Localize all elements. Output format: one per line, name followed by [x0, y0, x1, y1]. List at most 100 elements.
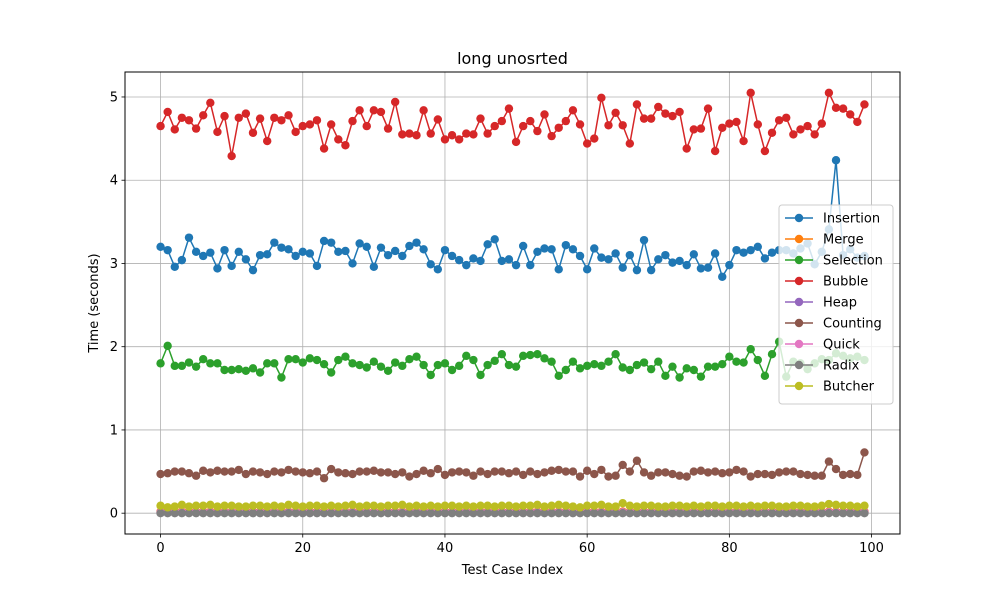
legend-label-heap: Heap — [823, 296, 857, 311]
data-point-bubble — [803, 121, 812, 131]
data-point-radix — [540, 508, 549, 518]
data-point-butcher — [753, 502, 762, 511]
data-point-butcher — [334, 502, 343, 511]
data-point-selection — [725, 352, 734, 361]
data-point-bubble — [284, 111, 293, 120]
data-point-selection — [319, 359, 329, 369]
data-point-counting — [326, 464, 336, 474]
data-point-counting — [156, 469, 165, 479]
data-point-bubble — [604, 121, 613, 130]
data-point-counting — [277, 468, 286, 477]
data-point-counting — [597, 465, 606, 475]
data-point-butcher — [696, 502, 706, 511]
data-point-bubble — [796, 125, 805, 134]
data-point-counting — [632, 456, 642, 465]
data-point-insertion — [369, 262, 379, 271]
data-point-bubble — [213, 127, 222, 137]
data-point-butcher — [298, 502, 307, 511]
data-point-insertion — [263, 250, 272, 259]
data-point-radix — [469, 508, 478, 518]
legend-box — [778, 204, 894, 405]
data-point-bubble — [675, 107, 684, 117]
data-point-counting — [526, 467, 535, 476]
data-point-insertion — [163, 245, 172, 255]
data-point-counting — [376, 468, 386, 477]
data-point-radix — [561, 508, 571, 518]
data-point-bubble — [490, 121, 499, 131]
data-point-butcher — [390, 501, 400, 510]
data-point-bubble — [511, 137, 521, 147]
data-point-bubble — [831, 103, 841, 112]
data-point-counting — [390, 469, 400, 479]
data-point-butcher — [234, 502, 243, 511]
data-point-selection — [227, 365, 236, 375]
data-point-insertion — [618, 263, 627, 272]
legend-swatch-marker — [794, 213, 804, 223]
data-point-counting — [518, 470, 528, 480]
data-point-insertion — [675, 256, 684, 266]
data-point-insertion — [277, 243, 286, 252]
data-point-radix — [483, 508, 492, 518]
data-point-bubble — [540, 110, 549, 119]
data-point-bubble — [526, 116, 535, 126]
data-point-insertion — [518, 241, 528, 251]
data-point-radix — [398, 508, 407, 518]
data-point-radix — [462, 508, 471, 518]
data-point-counting — [447, 468, 457, 477]
data-point-radix — [611, 508, 620, 518]
data-point-selection — [511, 362, 521, 371]
data-point-counting — [568, 467, 578, 476]
data-point-insertion — [490, 235, 499, 244]
data-point-counting — [163, 469, 172, 478]
data-point-radix — [639, 508, 649, 518]
data-point-counting — [305, 469, 315, 478]
data-point-selection — [433, 360, 443, 370]
data-point-radix — [312, 508, 322, 518]
data-point-butcher — [184, 502, 194, 511]
data-point-butcher — [191, 501, 201, 510]
data-point-insertion — [362, 242, 371, 252]
data-point-bubble — [390, 97, 400, 107]
data-point-counting — [668, 469, 677, 479]
data-point-counting — [689, 467, 699, 476]
data-point-bubble — [263, 136, 272, 146]
data-point-radix — [234, 508, 243, 518]
data-point-selection — [675, 373, 684, 382]
data-point-selection — [355, 360, 364, 370]
data-point-butcher — [369, 501, 379, 510]
data-point-selection — [419, 360, 428, 370]
data-point-bubble — [199, 111, 208, 120]
data-point-selection — [533, 349, 542, 359]
data-point-radix — [568, 508, 578, 518]
data-point-selection — [760, 371, 770, 381]
data-point-selection — [625, 365, 635, 375]
data-point-radix — [440, 508, 450, 518]
data-point-insertion — [732, 245, 741, 255]
data-point-selection — [504, 360, 514, 370]
data-point-insertion — [469, 254, 478, 263]
data-point-insertion — [206, 248, 215, 257]
data-point-insertion — [348, 259, 357, 268]
data-point-bubble — [241, 109, 251, 118]
data-point-counting — [575, 472, 585, 481]
data-point-butcher — [817, 501, 826, 510]
data-point-radix — [426, 508, 435, 518]
data-point-radix — [447, 508, 457, 518]
data-point-counting — [547, 466, 556, 475]
data-point-counting — [440, 470, 450, 480]
data-point-radix — [739, 508, 748, 518]
data-point-counting — [298, 468, 307, 477]
data-point-bubble — [227, 151, 236, 161]
data-point-bubble — [810, 130, 819, 139]
data-point-selection — [703, 362, 713, 371]
data-point-butcher — [725, 501, 734, 510]
data-point-radix — [526, 508, 535, 518]
data-point-butcher — [518, 501, 528, 510]
data-point-butcher — [462, 501, 471, 510]
data-point-radix — [675, 508, 684, 518]
data-point-counting — [483, 469, 492, 479]
data-point-radix — [817, 508, 826, 518]
data-point-insertion — [561, 240, 571, 250]
chart-title: long unosrted — [457, 49, 568, 68]
y-tick-label: 3 — [110, 257, 118, 272]
